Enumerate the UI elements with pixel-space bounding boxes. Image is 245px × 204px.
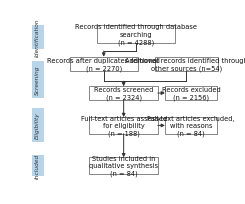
FancyBboxPatch shape — [89, 87, 158, 100]
FancyBboxPatch shape — [32, 155, 44, 176]
FancyBboxPatch shape — [70, 58, 138, 72]
Text: Eligibility: Eligibility — [35, 112, 40, 138]
FancyBboxPatch shape — [32, 62, 44, 99]
FancyBboxPatch shape — [155, 58, 218, 72]
FancyBboxPatch shape — [165, 118, 217, 134]
Text: Studies included in
qualitative synthesis
(n = 84): Studies included in qualitative synthesi… — [89, 155, 158, 176]
FancyBboxPatch shape — [32, 108, 44, 142]
Text: Screening: Screening — [35, 65, 40, 95]
FancyBboxPatch shape — [89, 118, 158, 134]
FancyBboxPatch shape — [97, 26, 175, 44]
Text: Full-text articles excluded,
with reasons
(n = 84): Full-text articles excluded, with reason… — [147, 115, 235, 136]
FancyBboxPatch shape — [32, 26, 44, 50]
FancyBboxPatch shape — [165, 87, 217, 100]
FancyBboxPatch shape — [89, 158, 158, 174]
Text: Records excluded
(n = 2156): Records excluded (n = 2156) — [162, 87, 220, 101]
Text: Included: Included — [35, 153, 40, 178]
Text: Full-text articles assessed
for eligibility
(n = 188): Full-text articles assessed for eligibil… — [81, 115, 167, 136]
Text: Records identified through database
searching
(n = 4288): Records identified through database sear… — [75, 24, 197, 45]
Text: Additional records identified through
other sources (n=54): Additional records identified through ot… — [125, 58, 245, 71]
Text: Identification: Identification — [35, 19, 40, 57]
Text: Records after duplicates removed
(n = 2270): Records after duplicates removed (n = 22… — [47, 58, 160, 71]
Text: Records screened
(n = 2324): Records screened (n = 2324) — [94, 87, 153, 101]
